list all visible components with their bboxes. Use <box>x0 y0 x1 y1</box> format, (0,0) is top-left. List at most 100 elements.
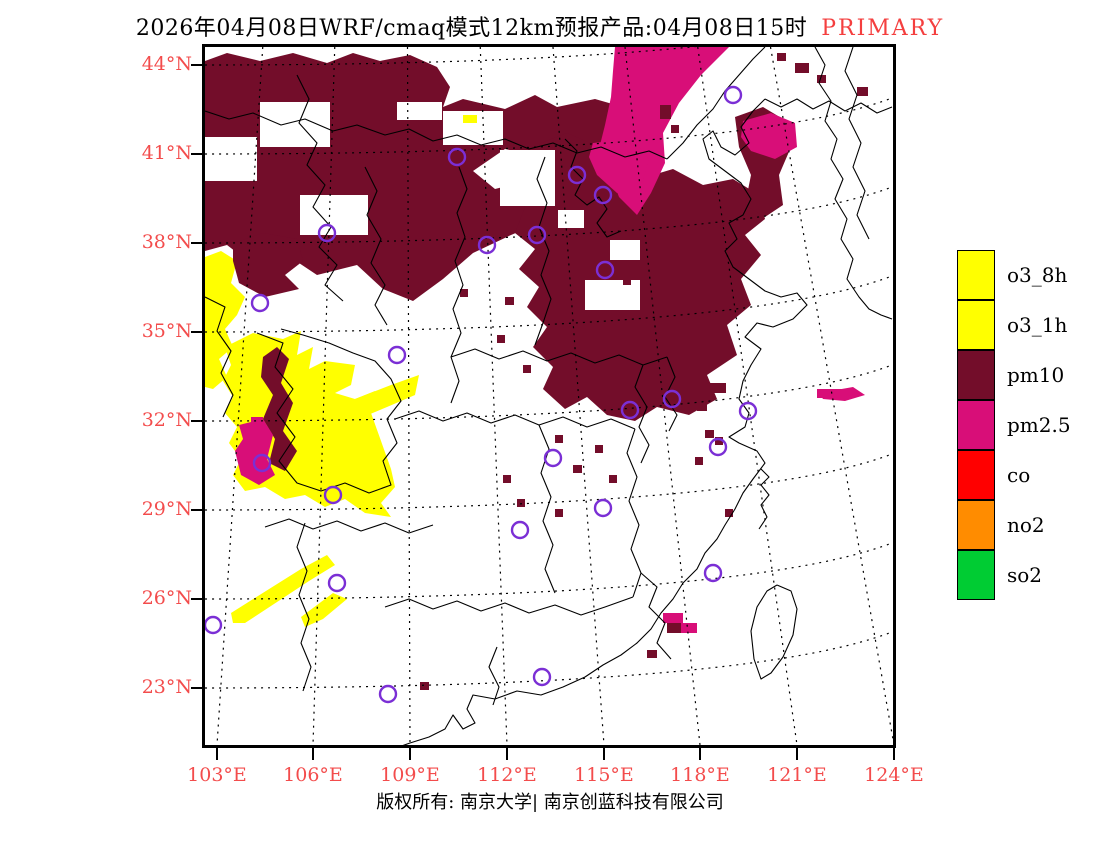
pm10-speck <box>671 125 679 133</box>
province-boundary <box>564 138 622 238</box>
pm10-speck <box>647 650 657 658</box>
map-white-gap <box>205 137 257 181</box>
y-axis-tick <box>191 598 205 600</box>
y-axis-tick <box>191 509 205 511</box>
pm10-speck <box>857 87 868 96</box>
copyright-footer: 版权所有: 南京大学| 南京创蓝科技有限公司 <box>376 792 724 813</box>
x-axis-tick <box>796 748 798 760</box>
y-axis-label: 38°N <box>141 231 192 253</box>
pm10-speck <box>640 297 648 305</box>
grid-parallel <box>205 275 893 333</box>
x-axis-tick <box>603 748 605 760</box>
province-boundary <box>394 410 636 430</box>
legend-item: pm10 <box>957 349 1071 400</box>
province-boundary <box>758 468 770 530</box>
x-axis-tick <box>312 748 314 760</box>
province-boundary <box>534 156 552 346</box>
x-axis-tick <box>409 748 411 760</box>
grid-parallel <box>205 97 893 155</box>
legend-item-label: pm10 <box>1007 363 1065 387</box>
station-marker <box>387 345 407 365</box>
pm10-speck <box>795 63 809 73</box>
map-white-gap <box>500 150 555 206</box>
legend-item-label: no2 <box>1007 513 1045 537</box>
map-white-gap <box>397 102 442 120</box>
y-axis-tick <box>191 331 205 333</box>
pm10-speck <box>555 435 563 443</box>
station-marker <box>323 485 343 505</box>
province-boundary <box>666 47 766 160</box>
station-marker <box>378 684 398 704</box>
forecast-map <box>205 47 893 745</box>
pm10-speck <box>777 53 786 61</box>
pm10-speck <box>553 315 561 323</box>
grid-parallel <box>205 186 893 244</box>
station-marker <box>327 573 347 593</box>
station-marker <box>620 400 640 420</box>
pm10-speck <box>420 682 429 690</box>
x-axis-tick <box>506 748 508 760</box>
map-white-gap <box>585 280 640 310</box>
x-axis-tick <box>699 748 701 760</box>
station-marker <box>543 448 563 468</box>
province-boundary <box>205 296 234 418</box>
legend-swatch <box>957 499 995 550</box>
y-axis-tick <box>191 64 205 66</box>
station-marker <box>708 437 728 457</box>
pm25-speck <box>663 613 683 623</box>
title-text: 2026年04月08日WRF/cmaq模式12km预报产品:04月08日15时 <box>135 16 808 41</box>
grid-meridian <box>312 47 336 745</box>
legend-swatch <box>957 299 995 350</box>
province-boundary <box>634 364 650 464</box>
y-axis-tick <box>191 153 205 155</box>
province-boundary <box>296 74 344 302</box>
pm25-region <box>589 139 649 193</box>
pm10-speck <box>455 225 464 233</box>
y-axis-label: 29°N <box>141 498 192 520</box>
pm10-speck <box>595 445 603 453</box>
grid-meridian <box>216 47 264 745</box>
o3-region <box>301 593 347 627</box>
y-axis-label: 41°N <box>141 142 192 164</box>
legend-swatch <box>957 549 995 600</box>
province-boundary <box>256 328 402 494</box>
pm10-speck <box>715 437 723 445</box>
pm10-speck <box>609 475 617 483</box>
coastline <box>402 98 808 745</box>
station-marker <box>567 165 587 185</box>
legend-item: pm2.5 <box>957 399 1071 450</box>
pm10-speck <box>623 277 631 285</box>
pm10-speck <box>460 289 468 297</box>
y-axis-tick <box>191 420 205 422</box>
pm10-speck <box>705 430 714 438</box>
province-boundary <box>844 47 870 240</box>
legend-swatch <box>957 399 995 450</box>
station-marker <box>593 185 613 205</box>
pm10-speck <box>481 231 489 239</box>
x-axis-label: 103°E <box>187 764 247 786</box>
legend-swatch <box>957 449 995 500</box>
pm25-speck <box>681 623 697 633</box>
station-marker <box>738 401 758 421</box>
grid-meridian <box>406 47 411 745</box>
grid-parallel <box>205 47 697 66</box>
province-boundary <box>264 518 434 534</box>
pm10-speck <box>710 383 726 393</box>
y-axis-tick <box>191 687 205 689</box>
province-boundary <box>364 166 388 326</box>
legend-item: so2 <box>957 549 1071 600</box>
station-marker <box>593 498 613 518</box>
pm10-speck <box>573 465 582 473</box>
grid-parallel <box>205 542 893 600</box>
x-axis-label: 115°E <box>574 764 634 786</box>
o3-speck <box>463 115 477 123</box>
legend-item: no2 <box>957 499 1071 550</box>
province-boundary <box>384 596 634 616</box>
province-boundary <box>764 98 893 114</box>
pm10-speck <box>695 457 703 465</box>
province-boundary <box>488 646 500 706</box>
legend-swatch <box>957 349 995 400</box>
map-white-gap <box>558 210 584 228</box>
map-frame <box>202 44 896 748</box>
x-axis-label: 109°E <box>380 764 440 786</box>
